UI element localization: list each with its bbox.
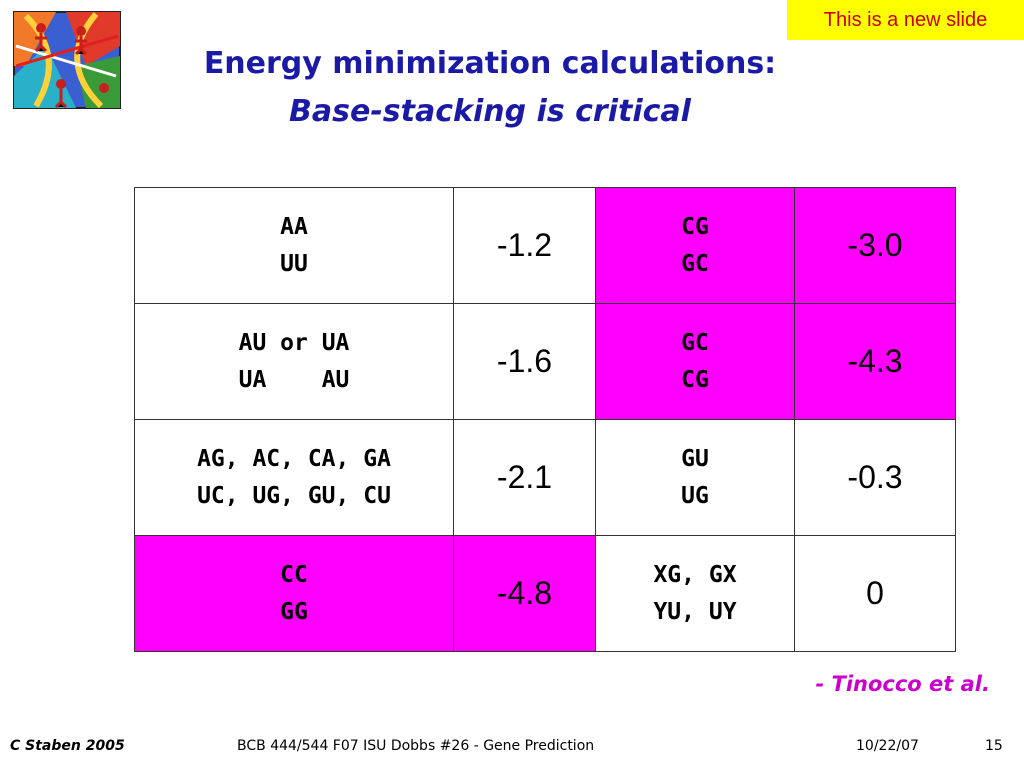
base-pair-label: CG GC	[681, 213, 709, 277]
table-row: AU or UA UA AU -1.6 GC CG -4.3	[134, 303, 956, 420]
base-pair-label: CC GG	[280, 561, 308, 625]
stacking-energy-table: AA UU -1.2 CG GC -3.0 AU or UA UA AU -1.…	[134, 187, 956, 652]
energy-cell: -1.6	[453, 303, 596, 420]
energy-cell-highlighted: -3.0	[794, 187, 956, 304]
energy-value: -0.3	[847, 459, 903, 495]
energy-cell-highlighted: -4.8	[453, 535, 596, 652]
base-pair-label: AA UU	[280, 213, 308, 277]
energy-value: -1.6	[496, 343, 553, 379]
energy-cell: -0.3	[794, 419, 956, 536]
table-row: AA UU -1.2 CG GC -3.0	[134, 187, 956, 304]
pair-cell: AA UU	[134, 187, 454, 304]
pair-cell-highlighted: CC GG	[134, 535, 454, 652]
pair-cell-highlighted: GC CG	[595, 303, 795, 420]
energy-value: 0	[866, 575, 884, 611]
pair-cell-highlighted: CG GC	[595, 187, 795, 304]
energy-cell: 0	[794, 535, 956, 652]
energy-value: -4.3	[847, 343, 903, 379]
footer-date: 10/22/07	[856, 738, 919, 754]
citation-credit: - Tinocco et al.	[815, 672, 990, 696]
dna-workers-clipart-icon	[6, 6, 128, 114]
pair-cell: AG, AC, CA, GA UC, UG, GU, CU	[134, 419, 454, 536]
new-slide-badge: This is a new slide	[787, 0, 1024, 40]
energy-cell: -1.2	[453, 187, 596, 304]
energy-value: -2.1	[496, 459, 553, 495]
footer-course: BCB 444/544 F07 ISU Dobbs #26 - Gene Pre…	[237, 738, 595, 754]
slide-subtitle: Base-stacking is critical	[289, 94, 691, 129]
pair-cell: XG, GX YU, UY	[595, 535, 795, 652]
energy-cell-highlighted: -4.3	[794, 303, 956, 420]
table-row: AG, AC, CA, GA UC, UG, GU, CU -2.1 GU UG…	[134, 419, 956, 536]
footer-author: C Staben 2005	[10, 738, 125, 754]
energy-value: -3.0	[847, 227, 903, 263]
energy-cell: -2.1	[453, 419, 596, 536]
energy-value: -1.2	[496, 227, 553, 263]
pair-cell: AU or UA UA AU	[134, 303, 454, 420]
footer-page-number: 15	[985, 738, 1003, 754]
base-pair-label: AU or UA UA AU	[238, 329, 350, 393]
slide-title: Energy minimization calculations:	[203, 46, 777, 81]
base-pair-label: XG, GX YU, UY	[653, 561, 737, 625]
base-pair-label: GU UG	[681, 445, 709, 509]
energy-value: -4.8	[496, 575, 553, 611]
table-row: CC GG -4.8 XG, GX YU, UY 0	[134, 535, 956, 652]
pair-cell: GU UG	[595, 419, 795, 536]
base-pair-label: GC CG	[681, 329, 709, 393]
base-pair-label: AG, AC, CA, GA UC, UG, GU, CU	[197, 445, 391, 509]
